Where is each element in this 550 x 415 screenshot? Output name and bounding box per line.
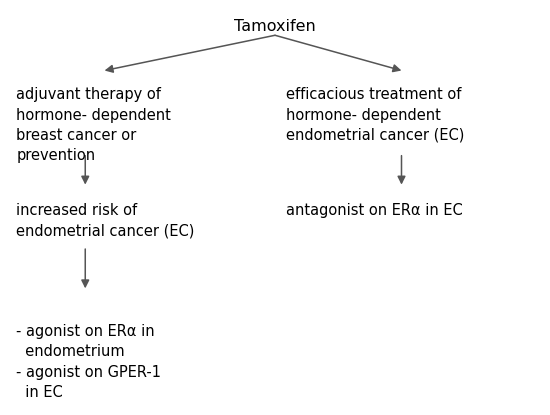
Text: increased risk of
endometrial cancer (EC): increased risk of endometrial cancer (EC…: [16, 203, 195, 239]
Text: - agonist on ERα in
  endometrium
- agonist on GPER-1
  in EC: - agonist on ERα in endometrium - agonis…: [16, 324, 162, 400]
Text: efficacious treatment of
hormone- dependent
endometrial cancer (EC): efficacious treatment of hormone- depend…: [286, 87, 464, 143]
Text: adjuvant therapy of
hormone- dependent
breast cancer or
prevention: adjuvant therapy of hormone- dependent b…: [16, 87, 172, 164]
Text: antagonist on ERα in EC: antagonist on ERα in EC: [286, 203, 463, 218]
Text: Tamoxifen: Tamoxifen: [234, 20, 316, 34]
